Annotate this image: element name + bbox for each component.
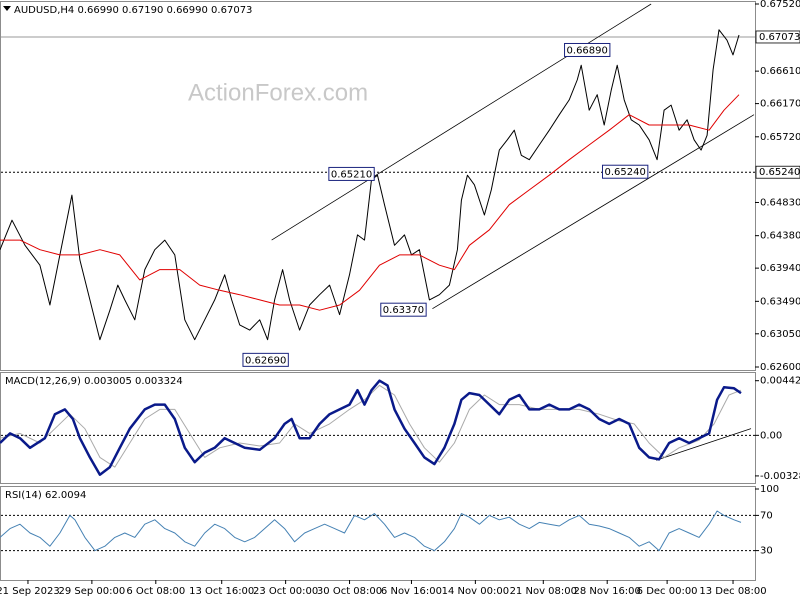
y-tick-label: 0.63940	[760, 263, 800, 274]
price-annotation-box	[601, 164, 649, 179]
price-annotation: 0.66890	[567, 45, 608, 56]
price-annotation-box	[242, 352, 289, 367]
level-label-box	[755, 165, 800, 179]
x-tick-label: 14 Nov 00:00	[442, 586, 509, 597]
x-tick-label: 21 Nov 08:00	[510, 586, 577, 597]
x-tick-label: 28 Nov 16:00	[573, 586, 640, 597]
y-tick-label: 0.67520	[760, 0, 800, 10]
panel-frame	[0, 486, 756, 581]
watermark: ActionForex.com	[188, 79, 368, 106]
y-tick-label: 0.66170	[760, 99, 800, 110]
symbol-icon	[3, 6, 11, 11]
x-tick-label: 30 Oct 08:00	[317, 586, 382, 597]
series-line	[0, 29, 740, 341]
y-tick-label: 0.00	[760, 430, 782, 441]
x-tick-label: 6 Dec 00:00	[637, 586, 698, 597]
x-tick-label: 21 Sep 2023	[0, 586, 60, 597]
y-tick-label: 0.66610	[760, 66, 800, 77]
x-tick-label: 6 Oct 08:00	[126, 586, 185, 597]
x-tick-label: 13 Oct 16:00	[189, 586, 254, 597]
y-tick-label: 30	[760, 546, 773, 557]
y-tick-label: 100	[760, 484, 779, 495]
panel-title: MACD(12,26,9) 0.003005 0.003324	[5, 376, 183, 387]
price-annotation-box	[328, 166, 375, 181]
y-tick-label: 0.62600	[760, 362, 800, 373]
x-tick-label: 13 Dec 08:00	[699, 586, 766, 597]
x-tick-label: 29 Sep 00:00	[59, 586, 126, 597]
trend-line	[656, 428, 752, 461]
y-tick-label: 0.64830	[760, 197, 800, 208]
price-annotation: 0.63370	[383, 305, 424, 316]
y-tick-label: 0.64380	[760, 231, 800, 242]
series-line	[0, 94, 740, 311]
level-label-box	[755, 30, 800, 44]
price-annotation: 0.65240	[604, 167, 645, 178]
y-tick-label: 0.004427	[760, 376, 800, 387]
panel-frame	[0, 372, 756, 484]
level-label: 0.65240	[759, 167, 800, 178]
x-tick-label: 23 Oct 00:00	[253, 586, 318, 597]
price-annotation-box	[564, 42, 611, 57]
y-tick-label: 0.63490	[760, 296, 800, 307]
y-tick-label: 70	[760, 510, 773, 521]
series-line	[0, 379, 742, 476]
panel-title: RSI(14) 62.0094	[5, 490, 86, 501]
price-annotation-box	[380, 302, 427, 317]
x-tick-label: 6 Nov 16:00	[381, 586, 442, 597]
price-annotation: 0.65210	[331, 169, 372, 180]
price-annotation: 0.62690	[245, 355, 286, 366]
y-tick-label: 0.63050	[760, 329, 800, 340]
level-label: 0.67073	[759, 32, 800, 43]
trend-line	[432, 114, 755, 310]
series-line	[0, 510, 742, 552]
panel-title: AUDUSD,H4 0.66990 0.67190 0.66990 0.6707…	[14, 5, 252, 16]
y-tick-label: -0.003288	[760, 471, 800, 482]
y-tick-label: 0.65720	[760, 132, 800, 143]
panel-frame	[0, 1, 756, 371]
